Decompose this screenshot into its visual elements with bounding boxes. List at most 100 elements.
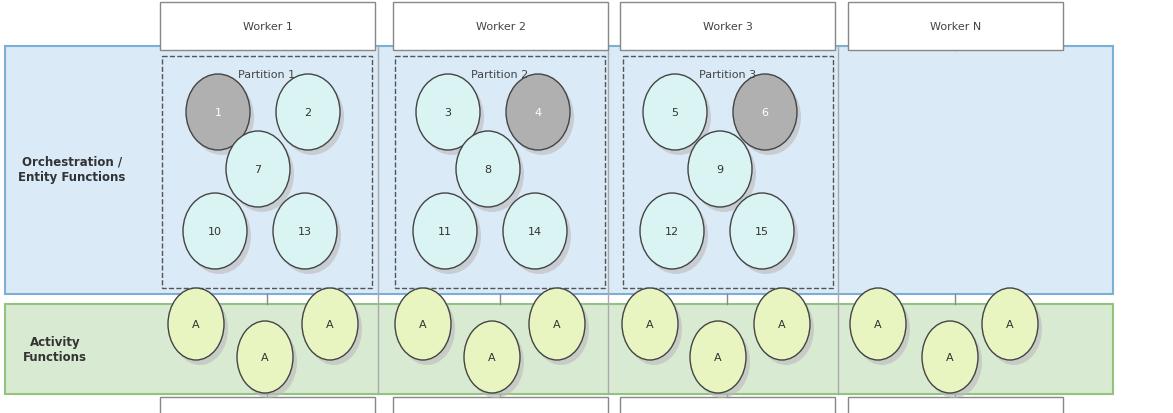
Ellipse shape [854, 293, 910, 365]
Ellipse shape [172, 293, 228, 365]
Ellipse shape [626, 293, 682, 365]
Text: A: A [1006, 319, 1013, 329]
Text: Partition 2: Partition 2 [472, 70, 529, 80]
Text: Activity
Functions: Activity Functions [23, 335, 87, 363]
Text: 11: 11 [438, 226, 452, 236]
Ellipse shape [301, 288, 358, 360]
Text: 14: 14 [528, 226, 542, 236]
Ellipse shape [925, 326, 982, 398]
Ellipse shape [733, 75, 796, 151]
Bar [160, 3, 375, 51]
Text: 2: 2 [305, 108, 312, 118]
Text: 4: 4 [535, 108, 542, 118]
Ellipse shape [237, 321, 293, 393]
Bar [160, 397, 375, 413]
Text: 9: 9 [717, 165, 724, 175]
Ellipse shape [280, 80, 344, 156]
Bar [848, 397, 1063, 413]
Text: 13: 13 [298, 226, 312, 236]
Ellipse shape [640, 194, 704, 269]
Ellipse shape [456, 132, 520, 207]
Text: A: A [554, 319, 561, 329]
Ellipse shape [689, 132, 752, 207]
Ellipse shape [183, 194, 248, 269]
Ellipse shape [190, 80, 255, 156]
Text: Worker N: Worker N [930, 22, 981, 32]
Ellipse shape [643, 75, 707, 151]
Ellipse shape [982, 288, 1038, 360]
Ellipse shape [533, 293, 589, 365]
Text: A: A [778, 319, 786, 329]
Ellipse shape [754, 288, 811, 360]
Bar [5, 304, 1113, 394]
Ellipse shape [622, 288, 678, 360]
Text: 3: 3 [445, 108, 452, 118]
Ellipse shape [510, 80, 574, 156]
Text: Worker 2: Worker 2 [475, 22, 526, 32]
Ellipse shape [922, 321, 978, 393]
Bar [5, 47, 1113, 294]
Text: Worker 3: Worker 3 [703, 22, 752, 32]
Text: 6: 6 [761, 108, 768, 118]
Ellipse shape [986, 293, 1042, 365]
Text: A: A [714, 352, 721, 362]
Ellipse shape [468, 326, 524, 398]
Bar [623, 57, 833, 288]
Ellipse shape [168, 288, 224, 360]
Ellipse shape [416, 75, 480, 151]
Ellipse shape [507, 199, 571, 274]
Text: A: A [192, 319, 199, 329]
Ellipse shape [734, 199, 798, 274]
Ellipse shape [758, 293, 814, 365]
Ellipse shape [399, 293, 455, 365]
Bar [395, 57, 605, 288]
Ellipse shape [506, 75, 570, 151]
Text: Partition 1: Partition 1 [238, 70, 296, 80]
Ellipse shape [730, 194, 794, 269]
Ellipse shape [277, 199, 341, 274]
Bar [621, 3, 835, 51]
Text: Worker 1: Worker 1 [243, 22, 292, 32]
Bar [848, 3, 1063, 51]
Ellipse shape [692, 137, 757, 212]
Text: A: A [262, 352, 269, 362]
Text: 5: 5 [671, 108, 678, 118]
Ellipse shape [187, 199, 251, 274]
Ellipse shape [529, 288, 585, 360]
Text: 7: 7 [255, 165, 262, 175]
Text: A: A [419, 319, 427, 329]
Ellipse shape [690, 321, 746, 393]
Ellipse shape [187, 75, 250, 151]
Ellipse shape [416, 199, 481, 274]
Ellipse shape [226, 132, 290, 207]
Text: 10: 10 [208, 226, 222, 236]
Ellipse shape [413, 194, 477, 269]
Ellipse shape [460, 137, 524, 212]
Bar [393, 3, 608, 51]
Text: A: A [874, 319, 882, 329]
Ellipse shape [230, 137, 294, 212]
Bar [162, 57, 372, 288]
Text: Orchestration /
Entity Functions: Orchestration / Entity Functions [19, 156, 126, 183]
Text: 1: 1 [215, 108, 222, 118]
Ellipse shape [240, 326, 297, 398]
Text: A: A [326, 319, 334, 329]
Ellipse shape [273, 194, 337, 269]
Text: A: A [646, 319, 653, 329]
Ellipse shape [276, 75, 340, 151]
Ellipse shape [420, 80, 484, 156]
Text: 12: 12 [665, 226, 679, 236]
Ellipse shape [465, 321, 520, 393]
Ellipse shape [306, 293, 362, 365]
Text: 15: 15 [755, 226, 769, 236]
Ellipse shape [694, 326, 750, 398]
Ellipse shape [395, 288, 450, 360]
Ellipse shape [850, 288, 906, 360]
Ellipse shape [737, 80, 801, 156]
Ellipse shape [647, 80, 711, 156]
Bar [621, 397, 835, 413]
Text: A: A [947, 352, 954, 362]
Ellipse shape [503, 194, 567, 269]
Text: A: A [488, 352, 496, 362]
Text: Partition 3: Partition 3 [699, 70, 757, 80]
